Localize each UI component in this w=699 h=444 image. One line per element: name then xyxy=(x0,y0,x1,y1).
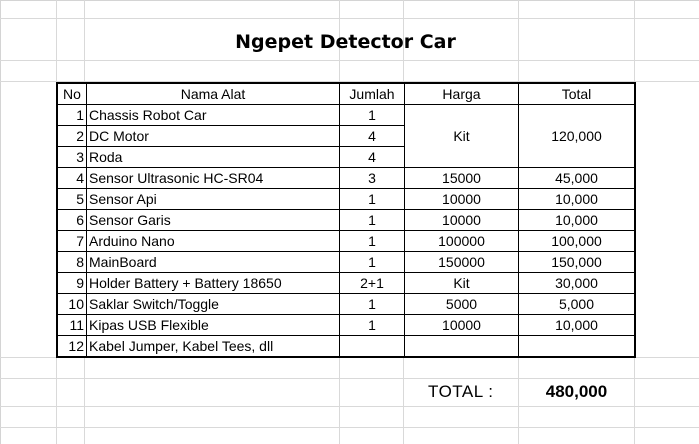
grid-row-line xyxy=(0,427,699,428)
table-row: 10 Saklar Switch/Toggle 1 5000 5,000 xyxy=(56,293,636,315)
cell-price[interactable]: 10000 xyxy=(404,188,519,210)
cell-qty[interactable]: 4 xyxy=(339,146,405,168)
cell-qty[interactable]: 1 xyxy=(339,251,405,273)
cell-total-kit-merged[interactable]: 120,000 xyxy=(518,104,636,168)
cell-price[interactable]: 10000 xyxy=(404,314,519,336)
cell-qty[interactable]: 3 xyxy=(339,167,405,189)
cell-no[interactable]: 6 xyxy=(56,209,87,231)
table-row: 7 Arduino Nano 1 100000 100,000 xyxy=(56,230,636,252)
cell-name[interactable]: Chassis Robot Car xyxy=(86,104,340,126)
cell-price[interactable]: Kit xyxy=(404,272,519,294)
cell-name[interactable]: Roda xyxy=(86,146,340,168)
cell-price[interactable] xyxy=(404,335,519,358)
cell-total[interactable]: 10,000 xyxy=(518,314,636,336)
cell-total[interactable]: 150,000 xyxy=(518,251,636,273)
table-row: 11 Kipas USB Flexible 1 10000 10,000 xyxy=(56,314,636,336)
grid-row-line xyxy=(0,60,699,61)
cell-name[interactable]: MainBoard xyxy=(86,251,340,273)
cell-no[interactable]: 5 xyxy=(56,188,87,210)
header-nama-alat[interactable]: Nama Alat xyxy=(86,82,340,105)
cell-qty[interactable] xyxy=(339,335,405,358)
cell-name[interactable]: DC Motor xyxy=(86,125,340,147)
cell-qty[interactable]: 1 xyxy=(339,209,405,231)
table-row: 9 Holder Battery + Battery 18650 2+1 Kit… xyxy=(56,272,636,294)
cell-no[interactable]: 1 xyxy=(56,104,87,126)
cell-no[interactable]: 9 xyxy=(56,272,87,294)
table-row: 8 MainBoard 1 150000 150,000 xyxy=(56,251,636,273)
cell-total[interactable]: 30,000 xyxy=(518,272,636,294)
cell-no[interactable]: 8 xyxy=(56,251,87,273)
cell-total[interactable]: 100,000 xyxy=(518,230,636,252)
grid-row-line xyxy=(0,18,699,19)
table-row: 6 Sensor Garis 1 10000 10,000 xyxy=(56,209,636,231)
cell-name[interactable]: Arduino Nano xyxy=(86,230,340,252)
cell-no[interactable]: 3 xyxy=(56,146,87,168)
table-row: 12 Kabel Jumper, Kabel Tees, dll xyxy=(56,335,636,358)
cell-name[interactable]: Kipas USB Flexible xyxy=(86,314,340,336)
cell-name[interactable]: Saklar Switch/Toggle xyxy=(86,293,340,315)
cell-price[interactable]: 10000 xyxy=(404,209,519,231)
cell-total[interactable]: 10,000 xyxy=(518,188,636,210)
cell-price[interactable]: 5000 xyxy=(404,293,519,315)
cell-qty[interactable]: 1 xyxy=(339,314,405,336)
grand-total-label[interactable]: TOTAL : xyxy=(428,382,494,401)
header-no[interactable]: No xyxy=(56,82,87,105)
cell-total[interactable]: 5,000 xyxy=(518,293,636,315)
cell-no[interactable]: 11 xyxy=(56,314,87,336)
table-header-row: No Nama Alat Jumlah Harga Total xyxy=(56,82,636,105)
cell-name[interactable]: Sensor Garis xyxy=(86,209,340,231)
cell-qty[interactable]: 4 xyxy=(339,125,405,147)
cell-price-kit-merged[interactable]: Kit xyxy=(404,104,519,168)
table-row: 1 Chassis Robot Car 1 Kit 120,000 xyxy=(56,104,636,168)
cell-no[interactable]: 12 xyxy=(56,335,87,358)
cell-name[interactable]: Sensor Api xyxy=(86,188,340,210)
cell-qty[interactable]: 1 xyxy=(339,188,405,210)
cell-no[interactable]: 2 xyxy=(56,125,87,147)
grid-row-line xyxy=(0,81,699,82)
grid-row-line xyxy=(0,406,699,407)
grid-row-line xyxy=(0,378,699,379)
cell-no[interactable]: 7 xyxy=(56,230,87,252)
cell-qty[interactable]: 2+1 xyxy=(339,272,405,294)
cell-name[interactable]: Kabel Jumper, Kabel Tees, dll xyxy=(86,335,340,358)
header-total[interactable]: Total xyxy=(518,82,636,105)
cell-no[interactable]: 4 xyxy=(56,167,87,189)
header-harga[interactable]: Harga xyxy=(404,82,519,105)
items-table: No Nama Alat Jumlah Harga Total 1 Chassi… xyxy=(56,82,636,358)
cell-price[interactable]: 15000 xyxy=(404,167,519,189)
cell-total[interactable]: 45,000 xyxy=(518,167,636,189)
cell-price[interactable]: 100000 xyxy=(404,230,519,252)
cell-price[interactable]: 150000 xyxy=(404,251,519,273)
cell-name[interactable]: Holder Battery + Battery 18650 xyxy=(86,272,340,294)
cell-qty[interactable]: 1 xyxy=(339,293,405,315)
cell-total[interactable] xyxy=(518,335,636,358)
cell-name[interactable]: Sensor Ultrasonic HC-SR04 xyxy=(86,167,340,189)
header-jumlah[interactable]: Jumlah xyxy=(339,82,405,105)
cell-no[interactable]: 10 xyxy=(56,293,87,315)
cell-total[interactable]: 10,000 xyxy=(518,209,636,231)
cell-qty[interactable]: 1 xyxy=(339,230,405,252)
sheet-title[interactable]: Ngepet Detector Car xyxy=(235,31,456,53)
grand-total-value[interactable]: 480,000 xyxy=(545,382,608,401)
table-row: 4 Sensor Ultrasonic HC-SR04 3 15000 45,0… xyxy=(56,167,636,189)
table-row: 5 Sensor Api 1 10000 10,000 xyxy=(56,188,636,210)
cell-qty[interactable]: 1 xyxy=(339,104,405,126)
